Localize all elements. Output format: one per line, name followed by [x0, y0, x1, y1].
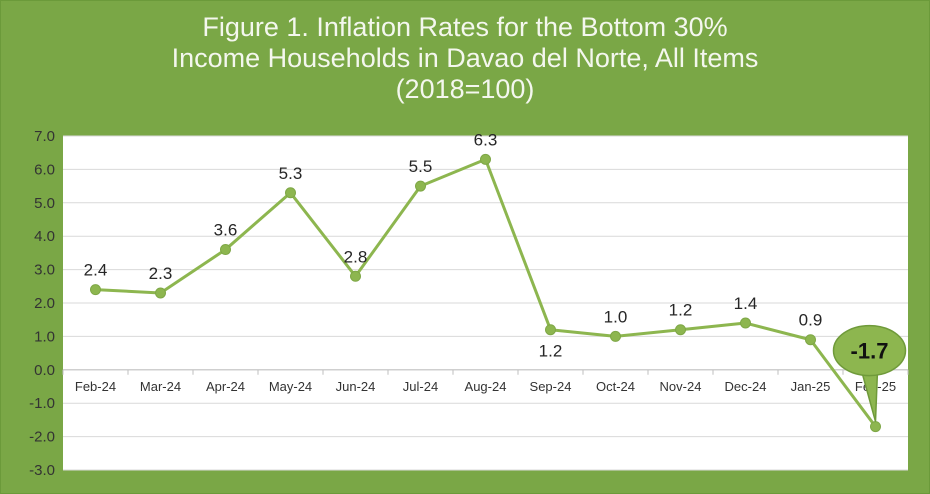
y-axis: -3.0 -2.0 -1.0 0.0 1.0 2.0 3.0 4.0 5.0 6.0 7.0: [29, 128, 55, 479]
data-point-marker: [545, 324, 556, 336]
series-line-group: [90, 153, 881, 433]
data-point-marker: [740, 317, 751, 329]
x-tick-label: Apr-24: [206, 379, 245, 394]
y-tick-label: 2.0: [34, 295, 55, 312]
x-tick-label: Oct-24: [596, 379, 635, 394]
data-point-marker: [610, 330, 621, 342]
gridlines: [63, 135, 908, 471]
data-point-marker: [480, 153, 491, 165]
data-label: 3.6: [214, 221, 238, 240]
y-tick-label: 4.0: [34, 228, 55, 245]
data-label: 6.3: [474, 130, 498, 149]
y-tick-label: -1.0: [29, 395, 55, 412]
data-point-marker: [350, 270, 361, 282]
x-tick-label: Jan-25: [791, 379, 831, 394]
callout-bubble: -1.7: [832, 324, 907, 422]
data-label: 2.4: [84, 261, 108, 280]
data-point-marker: [285, 187, 296, 199]
chart-title-line-3: (2018=100): [395, 74, 535, 104]
x-tick-label: May-24: [269, 379, 312, 394]
x-tick-label: Dec-24: [725, 379, 767, 394]
chart-title-line-1: Figure 1. Inflation Rates for the Bottom…: [202, 12, 728, 42]
chart-title: Figure 1. Inflation Rates for the Bottom…: [0, 12, 930, 105]
x-tick-label: Nov-24: [660, 379, 702, 394]
data-point-marker: [90, 284, 101, 296]
x-tick-label: Feb-24: [75, 379, 116, 394]
data-label: 5.5: [409, 157, 433, 176]
data-label: 1.2: [539, 342, 563, 361]
data-point-marker: [220, 244, 231, 256]
y-tick-label: 5.0: [34, 195, 55, 212]
x-tick-label: Jun-24: [336, 379, 376, 394]
x-axis: Feb-24 Mar-24 Apr-24 May-24 Jun-24 Jul-24 Aug-…: [62, 369, 909, 394]
y-tick-label: 7.0: [34, 128, 55, 145]
data-label: 1.4: [734, 294, 758, 313]
data-label: 2.3: [149, 264, 173, 283]
y-tick-label: 3.0: [34, 262, 55, 279]
x-tick-label: Aug-24: [465, 379, 507, 394]
data-label: 1.2: [669, 301, 693, 320]
data-label: -1.7: [851, 339, 889, 364]
data-point-marker: [805, 334, 816, 346]
y-tick-label: -2.0: [29, 429, 55, 446]
y-tick-label: 1.0: [34, 328, 55, 345]
callout-ellipse: [832, 324, 907, 377]
y-tick-label: 6.0: [34, 161, 55, 178]
data-label: 2.8: [344, 247, 368, 266]
data-point-marker: [415, 180, 426, 192]
y-tick-label: -3.0: [29, 462, 55, 479]
data-label: 1.0: [604, 307, 628, 326]
x-tick-label: Mar-24: [140, 379, 181, 394]
data-label: 0.9: [799, 311, 823, 330]
data-point-marker: [155, 287, 166, 299]
data-label: 5.3: [279, 164, 303, 183]
chart-title-line-2: Income Households in Davao del Norte, Al…: [171, 43, 759, 73]
data-labels: 2.4 2.3 3.6 5.3 2.8 5.5 6.3 1.2 1.0 1.2 1.4 0.9 -1.7: [84, 130, 907, 422]
x-tick-label: Sep-24: [530, 379, 572, 394]
data-point-marker: [870, 421, 881, 433]
y-tick-label: 0.0: [34, 362, 55, 379]
x-tick-label: Jul-24: [403, 379, 438, 394]
data-point-marker: [675, 324, 686, 336]
